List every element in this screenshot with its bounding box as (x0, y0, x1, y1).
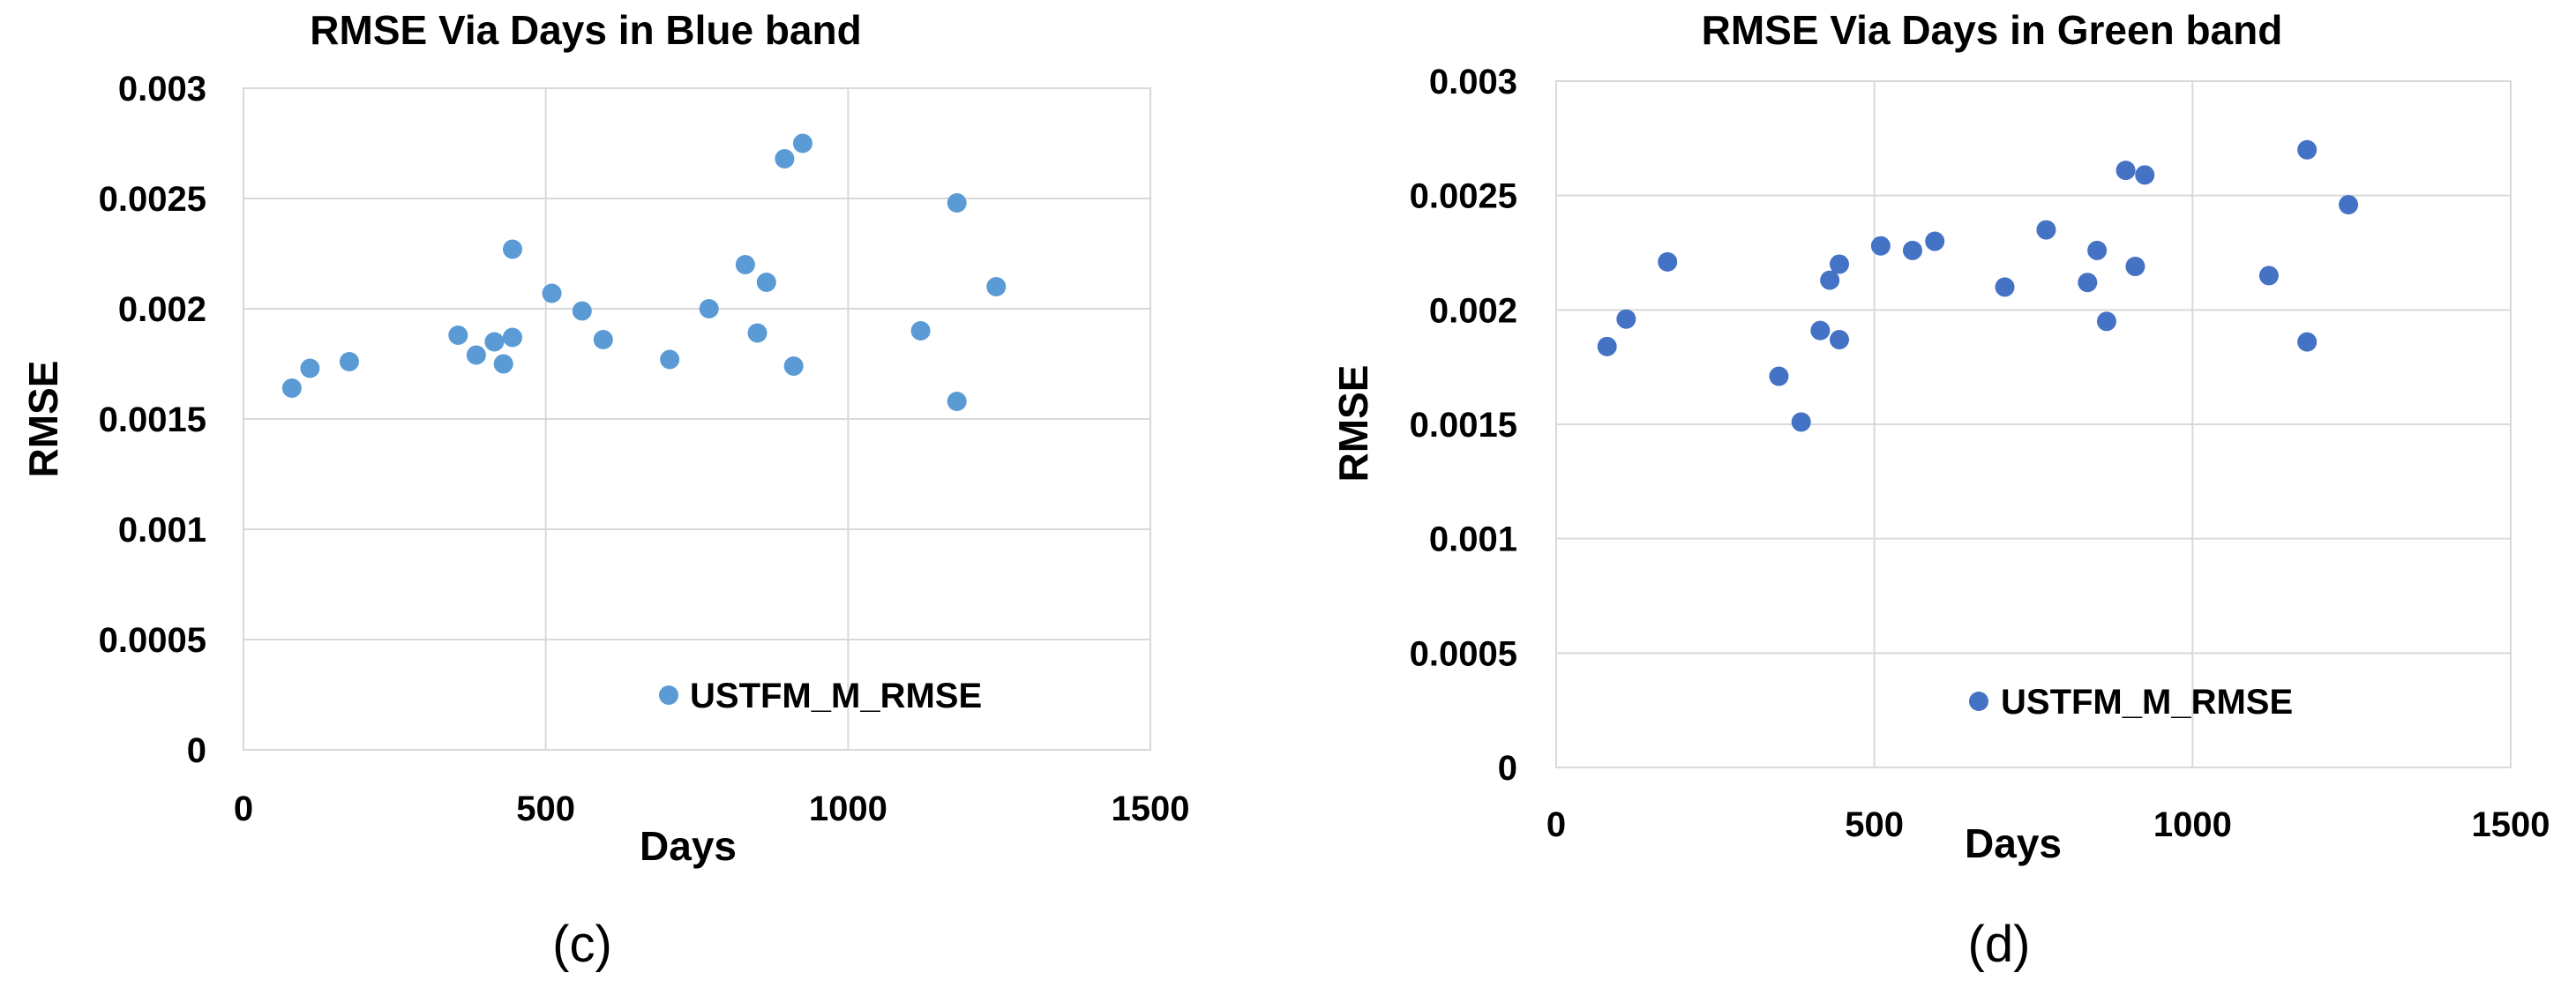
chart-blue-band: RMSE Via Days in Blue band 00.00050.0010… (20, 7, 1189, 973)
data-point (699, 299, 719, 318)
data-point (2036, 220, 2056, 240)
x-tick-label: 1000 (2153, 805, 2232, 844)
grid (1555, 80, 2512, 768)
y-tick-label: 0.0015 (99, 400, 206, 439)
data-point (1925, 231, 1945, 251)
data-point (1820, 270, 1840, 290)
y-tick-label: 0.002 (118, 290, 206, 329)
data-point (1870, 236, 1891, 256)
data-point (300, 358, 320, 378)
chart-title: RMSE Via Days in Blue band (310, 7, 861, 53)
chart-green-band: RMSE Via Days in Green band 0 0.0005 0.001… (1330, 7, 2550, 973)
legend-marker (659, 685, 678, 705)
y-tick-label: 0.0025 (99, 180, 206, 219)
x-tick-label: 1000 (809, 790, 887, 828)
x-tick-label: 0 (1546, 805, 1566, 844)
data-point (2078, 273, 2098, 293)
data-point (735, 255, 755, 274)
y-axis-label: RMSE (1330, 365, 1376, 483)
y-tick-labels: 0 0.0005 0.001 0.0015 0.002 0.0025 0.003 (99, 70, 206, 770)
data-point (2258, 266, 2279, 286)
y-tick-label: 0.0005 (1410, 634, 1517, 673)
data-point (1597, 336, 1617, 356)
data-point (1995, 277, 2015, 297)
data-point (448, 326, 468, 345)
y-tick-label: 0 (187, 731, 206, 770)
y-tick-label: 0.003 (1429, 63, 1517, 101)
data-point (1769, 366, 1789, 386)
x-tick-labels: 0 500 1000 1500 (234, 790, 1190, 828)
data-point (783, 356, 804, 376)
data-point (2297, 139, 2318, 160)
y-tick-label: 0.0015 (1410, 406, 1517, 445)
data-point (2125, 257, 2145, 277)
data-point (660, 349, 680, 370)
y-tick-label: 0.002 (1429, 291, 1517, 330)
grid (243, 87, 1151, 751)
data-point (1810, 320, 1831, 341)
y-tick-label: 0.0025 (1410, 177, 1517, 216)
data-point (1829, 330, 1849, 350)
panel-caption: (c) (552, 916, 612, 973)
data-point (2087, 240, 2108, 260)
x-tick-label: 500 (516, 790, 575, 828)
data-point (947, 193, 967, 213)
x-tick-labels: 0 500 1000 1500 (1546, 805, 2550, 844)
panel-caption: (d) (1968, 916, 2031, 973)
y-tick-label: 0 (1498, 749, 1517, 788)
data-point (2135, 165, 2155, 185)
y-tick-label: 0.001 (118, 511, 206, 550)
data-point (1829, 254, 1849, 274)
legend-label: USTFM_M_RMSE (2001, 683, 2293, 722)
data-point (2339, 195, 2359, 215)
data-point (339, 352, 359, 371)
data-point (1902, 240, 1922, 260)
data-point (2115, 161, 2136, 181)
data-point (281, 378, 302, 398)
data-point (747, 323, 768, 343)
data-point (572, 301, 592, 321)
y-tick-label: 0.003 (118, 70, 206, 109)
data-point (2297, 332, 2318, 352)
data-point (910, 321, 931, 341)
y-tick-label: 0.001 (1429, 520, 1517, 559)
legend: USTFM_M_RMSE (659, 677, 982, 715)
data-point (466, 345, 486, 365)
x-tick-label: 1500 (2472, 805, 2550, 844)
data-point (792, 133, 812, 153)
data-point (775, 149, 795, 168)
x-axis-label: Days (1965, 820, 2062, 866)
x-tick-label: 0 (234, 790, 253, 828)
y-tick-label: 0.0005 (99, 621, 206, 660)
data-point (2096, 311, 2116, 332)
data-point (947, 392, 967, 411)
x-tick-label: 500 (1845, 805, 1904, 844)
data-point (593, 330, 613, 349)
data-point (502, 239, 522, 259)
data-point (542, 283, 562, 303)
data-point (986, 277, 1007, 296)
data-point (756, 273, 776, 292)
legend: USTFM_M_RMSE (1969, 683, 2293, 722)
legend-marker (1969, 692, 1988, 711)
y-axis-label: RMSE (20, 361, 66, 478)
y-tick-labels: 0 0.0005 0.001 0.0015 0.002 0.0025 0.003 (1410, 63, 1517, 788)
data-point (493, 354, 513, 374)
data-point (1616, 309, 1636, 329)
points (1597, 139, 2359, 432)
x-axis-label: Days (640, 823, 737, 869)
x-tick-label: 1500 (1112, 790, 1190, 828)
legend-label: USTFM_M_RMSE (690, 677, 982, 715)
points (281, 133, 1007, 411)
data-point (1658, 251, 1678, 272)
data-point (502, 327, 522, 348)
chart-title: RMSE Via Days in Green band (1702, 7, 2283, 53)
data-point (484, 332, 505, 352)
data-point (1791, 412, 1811, 432)
